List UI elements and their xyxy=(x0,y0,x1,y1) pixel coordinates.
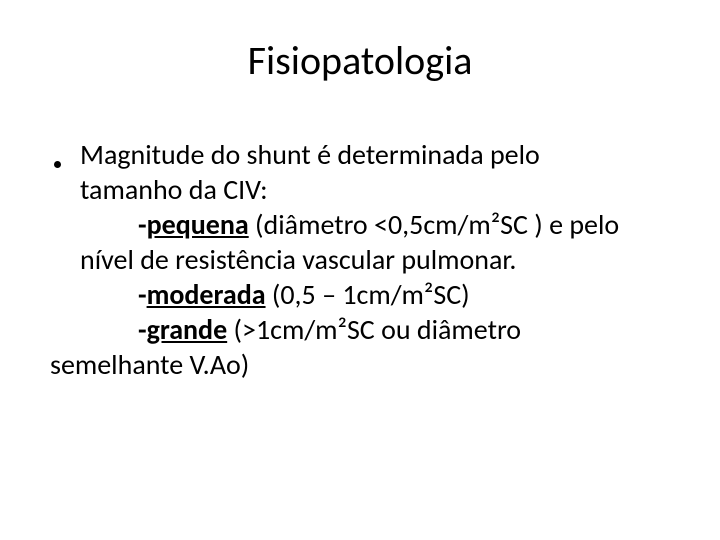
grande-text-b: 1cm/m²SC ou diâmetro xyxy=(256,312,521,347)
sub-line-grande-1: -grande (>1cm/m²SC ou diâmetro xyxy=(50,312,670,347)
gt-symbol: > xyxy=(242,312,256,347)
dash: - xyxy=(138,207,147,242)
label-pequena: pequena xyxy=(147,207,249,242)
sub-line-pequena-2: nível de resistência vascular pulmonar. xyxy=(50,242,670,277)
slide-body: Magnitude do shunt é determinada pelo ta… xyxy=(50,137,670,382)
slide-title: Fisiopatologia xyxy=(50,36,670,85)
bullet-item: Magnitude do shunt é determinada pelo ta… xyxy=(50,137,670,207)
label-grande: grande xyxy=(147,312,228,347)
intro-line-2: tamanho da CIV: xyxy=(80,172,670,207)
sub-line-moderada: -moderada (0,5 – 1cm/m²SC) xyxy=(50,277,670,312)
dash: - xyxy=(138,277,147,312)
sub-line-pequena-1: -pequena (diâmetro <0,5cm/m²SC ) e pelo xyxy=(50,207,670,242)
label-moderada: moderada xyxy=(147,277,266,312)
bullet-dot-icon xyxy=(54,161,61,168)
sub-line-grande-2: semelhante V.Ao) xyxy=(50,347,670,382)
pequena-text-a: (diâmetro xyxy=(249,207,374,242)
pequena-text-b: 0,5cm/m²SC ) e pelo xyxy=(388,207,619,242)
grande-text-a: ( xyxy=(227,312,242,347)
lt-symbol: < xyxy=(374,207,388,242)
dash: - xyxy=(138,312,147,347)
moderada-text: (0,5 – 1cm/m²SC) xyxy=(266,277,470,312)
slide: Fisiopatologia Magnitude do shunt é dete… xyxy=(0,0,720,540)
bullet-text: Magnitude do shunt é determinada pelo ta… xyxy=(80,137,670,207)
bullet-marker xyxy=(50,137,80,207)
intro-line-1: Magnitude do shunt é determinada pelo xyxy=(80,137,670,172)
